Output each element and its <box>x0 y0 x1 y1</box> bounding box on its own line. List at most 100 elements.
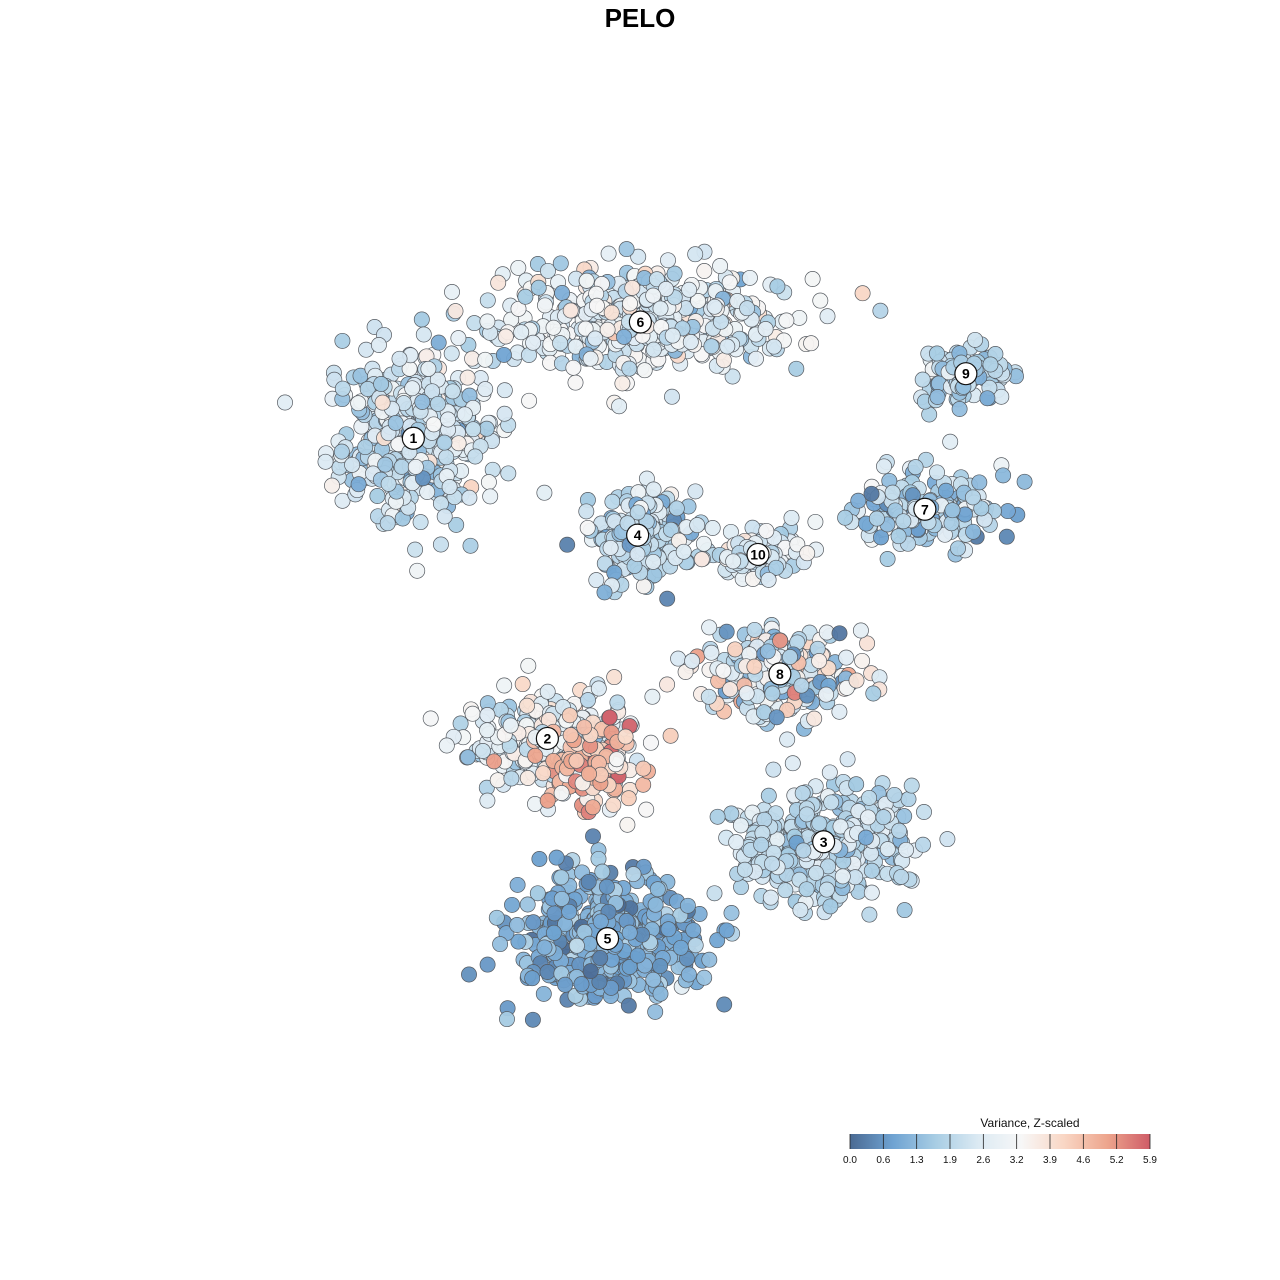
cell-point-cluster-1 <box>407 541 424 558</box>
cell-point-cluster-3 <box>777 882 794 899</box>
cell-point-cluster-1 <box>419 484 436 500</box>
cell-point-cluster-4 <box>645 481 662 498</box>
cell-point-cluster-1 <box>496 382 513 399</box>
cell-point-cluster-4 <box>596 584 613 601</box>
cell-point-cluster-6 <box>495 346 512 363</box>
cell-point-cluster-1 <box>277 394 293 411</box>
cell-point-cluster-3 <box>794 785 811 802</box>
cell-point-cluster-8 <box>718 623 735 640</box>
cell-point-cluster-5 <box>585 828 601 845</box>
cell-point-cluster-7 <box>998 528 1015 545</box>
cell-point-cluster-7 <box>895 513 912 530</box>
cell-point-cluster-3 <box>798 881 815 898</box>
cell-point-cluster-1 <box>379 515 396 532</box>
hotspot-point <box>527 747 544 764</box>
cell-point-cluster-2 <box>489 772 506 789</box>
cell-point-cluster-6 <box>616 328 632 345</box>
cell-point-cluster-5 <box>672 939 689 956</box>
cell-point-cluster-5 <box>479 956 496 973</box>
cell-point-cluster-6 <box>757 321 774 337</box>
cell-point-cluster-2 <box>520 657 537 674</box>
cluster-label-6: 6 <box>628 310 652 334</box>
cell-point-cluster-5 <box>509 876 526 893</box>
hotspot-point <box>562 727 579 744</box>
cell-point-cluster-9 <box>967 331 984 348</box>
cell-point-cluster-5 <box>461 966 477 983</box>
cell-point-cluster-2 <box>590 680 607 697</box>
legend-tick-label: 2.6 <box>976 1155 990 1166</box>
cell-point-cluster-1 <box>420 360 437 377</box>
cell-point-cluster-1 <box>334 380 351 397</box>
cell-point-cluster-3 <box>764 855 780 872</box>
cell-point-cluster-5 <box>645 971 662 988</box>
cell-point-cluster-5 <box>536 939 553 956</box>
cell-point-cluster-5 <box>685 922 702 939</box>
svg-text:8: 8 <box>776 666 784 682</box>
cell-point-cluster-7 <box>950 540 966 557</box>
cell-point-cluster-5 <box>524 1011 541 1028</box>
cell-point-cluster-8 <box>782 649 798 665</box>
cell-point-cluster-10 <box>695 535 712 552</box>
svg-text:5: 5 <box>604 931 612 947</box>
cell-point-cluster-6 <box>490 274 507 291</box>
colorbar <box>850 1134 1150 1149</box>
cell-point-cluster-5 <box>652 958 669 975</box>
cell-point-cluster-2 <box>438 737 455 754</box>
cell-point-cluster-6 <box>552 255 569 272</box>
cell-point-cluster-3 <box>896 902 913 919</box>
cell-point-cluster-1 <box>370 337 387 353</box>
cell-point-cluster-2 <box>452 715 469 732</box>
cell-point-cluster-6 <box>648 271 665 288</box>
cell-point-cluster-7 <box>929 464 945 481</box>
cell-point-cluster-4 <box>579 519 596 536</box>
cell-point-cluster-8 <box>772 632 789 649</box>
cell-point-cluster-5 <box>592 913 609 930</box>
cluster-label-5: 5 <box>595 926 620 951</box>
cell-point-cluster-2 <box>514 676 531 693</box>
cell-point-cluster-7 <box>873 529 889 546</box>
cell-point-cluster-5 <box>716 996 733 1013</box>
cell-point-cluster-5 <box>649 881 666 898</box>
cell-point-cluster-4 <box>604 493 621 510</box>
cell-point-cluster-4 <box>659 590 676 607</box>
cell-point-cluster-1 <box>415 470 431 487</box>
cell-point-cluster-1 <box>387 415 404 431</box>
cell-point-cluster-2 <box>464 705 481 722</box>
legend-tick-label: 3.2 <box>1010 1155 1024 1166</box>
cell-point-cluster-3 <box>834 868 851 885</box>
cell-point-cluster-7 <box>837 509 854 526</box>
cell-point-cluster-1 <box>425 416 442 433</box>
cell-point-cluster-3 <box>898 841 915 858</box>
cell-point-cluster-9 <box>979 390 996 407</box>
cell-point-cluster-2 <box>606 669 623 686</box>
cell-point-cluster-6 <box>517 288 534 305</box>
cell-point-cluster-3 <box>886 786 903 803</box>
cell-point-cluster-5 <box>524 970 541 987</box>
cell-point-cluster-1 <box>350 395 367 412</box>
svg-text:7: 7 <box>921 501 929 517</box>
cell-point-cluster-1 <box>436 508 453 525</box>
cell-point-cluster-2 <box>519 770 536 786</box>
cell-point-cluster-1 <box>444 383 461 400</box>
cell-point-cluster-3 <box>915 836 931 853</box>
cell-point-cluster-1 <box>409 562 426 579</box>
cell-point-cluster-6 <box>624 279 641 296</box>
cell-point-cluster-2 <box>422 710 439 727</box>
cell-point-cluster-6 <box>614 375 631 392</box>
cell-point-cluster-5 <box>557 976 574 993</box>
cell-point-cluster-6 <box>854 285 871 302</box>
hotspot-point <box>635 776 652 793</box>
cell-point-cluster-7 <box>887 502 904 519</box>
cell-point-cluster-1 <box>438 449 455 466</box>
cell-point-cluster-6 <box>630 248 647 265</box>
cell-point-cluster-6 <box>562 302 579 319</box>
legend-tick-label: 3.9 <box>1043 1155 1057 1166</box>
cell-point-cluster-1 <box>450 435 467 452</box>
cell-point-cluster-5 <box>561 903 578 920</box>
cell-point-cluster-1 <box>344 456 361 473</box>
cell-point-cluster-5 <box>701 951 718 968</box>
cell-point-cluster-1 <box>448 516 465 533</box>
cell-point-cluster-1 <box>440 411 456 428</box>
cell-point-cluster-3 <box>823 794 840 811</box>
